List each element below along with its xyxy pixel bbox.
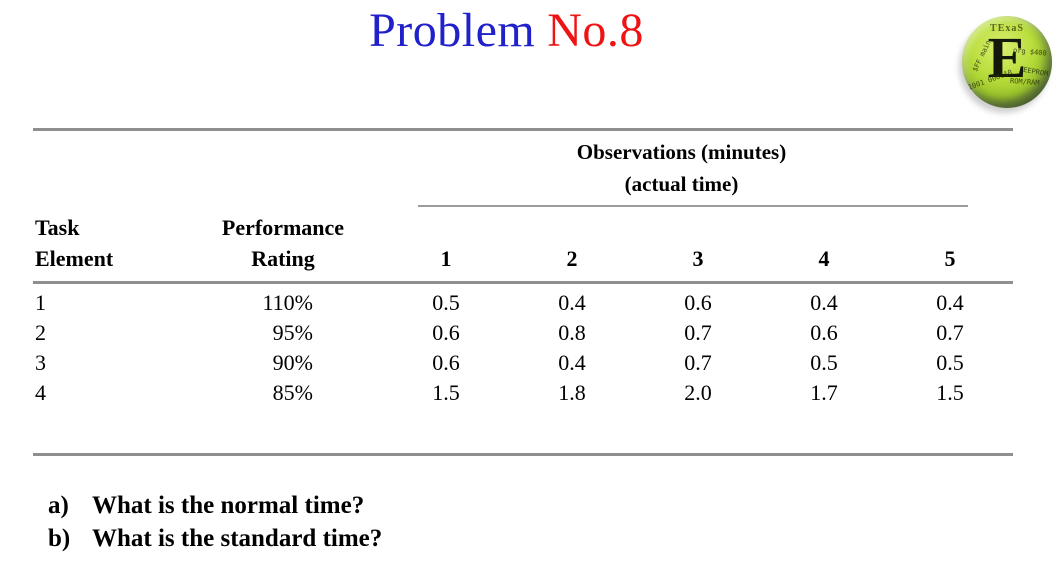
texas-logo-icon: TExaS E org $400 EEPROM ROM/RAM 1001 000… — [962, 16, 1052, 108]
column-header-task-element: Task Element — [33, 212, 183, 274]
cell-obs: 0.8 — [558, 320, 586, 345]
title-word-problem: Problem — [369, 4, 536, 57]
cell-rating: 85% — [272, 380, 313, 405]
cell-obs: 2.0 — [684, 380, 712, 405]
questions-list: a) What is the normal time? b) What is t… — [48, 489, 382, 555]
cell-rating: 95% — [272, 320, 313, 345]
table-row: 3 90% 0.6 0.4 0.7 0.5 0.5 — [33, 348, 1013, 378]
cell-obs: 0.6 — [432, 320, 460, 345]
question-a: a) What is the normal time? — [48, 489, 382, 522]
table-row: 4 85% 1.5 1.8 2.0 1.7 1.5 — [33, 378, 1013, 408]
header-task: Task — [35, 215, 80, 240]
cell-obs: 0.7 — [936, 320, 964, 345]
column-header-obs-3: 3 — [692, 246, 704, 271]
cell-obs: 0.6 — [684, 290, 712, 315]
cell-obs: 1.8 — [558, 380, 586, 405]
observations-header-line1: Observations (minutes) — [576, 140, 787, 164]
cell-obs: 0.6 — [810, 320, 838, 345]
table-header-rule — [33, 281, 1013, 284]
question-b-text: What is the standard time? — [92, 525, 383, 552]
cell-obs: 1.5 — [936, 380, 964, 405]
cell-obs: 0.4 — [936, 290, 964, 315]
header-element: Element — [35, 246, 114, 271]
column-header-obs-2: 2 — [566, 246, 578, 271]
observations-header: Observations (minutes) (actual time) — [383, 136, 980, 200]
cell-obs: 0.7 — [684, 320, 712, 345]
question-b-label: b) — [48, 525, 71, 552]
cell-obs: 0.4 — [558, 350, 586, 375]
cell-rating: 110% — [262, 290, 313, 315]
cell-obs: 0.5 — [936, 350, 964, 375]
table-bottom-rule — [33, 453, 1013, 456]
table-top-rule — [33, 128, 1013, 131]
column-header-performance-rating: Performance Rating — [183, 212, 383, 274]
observations-header-line2: (actual time) — [624, 172, 739, 196]
cell-obs: 0.4 — [558, 290, 586, 315]
cell-task: 4 — [35, 380, 46, 405]
cell-obs: 0.5 — [810, 350, 838, 375]
table-row: 2 95% 0.6 0.8 0.7 0.6 0.7 — [33, 318, 1013, 348]
table-header-row: Task Element Performance Rating 1 2 3 4 … — [33, 212, 1013, 274]
cell-obs: 0.4 — [810, 290, 838, 315]
cell-task: 2 — [35, 320, 46, 345]
column-header-obs-4: 4 — [818, 246, 830, 271]
question-b: b) What is the standard time? — [48, 522, 382, 555]
column-header-obs-1: 1 — [440, 246, 452, 271]
question-a-text: What is the normal time? — [92, 492, 365, 519]
logo-letter-e: E — [987, 25, 1027, 90]
cell-obs: 0.5 — [432, 290, 460, 315]
table-body: 1 110% 0.5 0.4 0.6 0.4 0.4 2 95% 0.6 0.8… — [33, 288, 1013, 408]
cell-rating: 90% — [272, 350, 313, 375]
observations-underline — [418, 205, 968, 207]
table-row: 1 110% 0.5 0.4 0.6 0.4 0.4 — [33, 288, 1013, 318]
question-a-label: a) — [48, 492, 69, 519]
header-rating: Rating — [251, 246, 315, 271]
cell-obs: 1.5 — [432, 380, 460, 405]
title-word-number: No.8 — [547, 4, 644, 57]
cell-task: 3 — [35, 350, 46, 375]
cell-obs: 1.7 — [810, 380, 838, 405]
cell-obs: 0.7 — [684, 350, 712, 375]
cell-obs: 0.6 — [432, 350, 460, 375]
header-performance: Performance — [221, 215, 345, 240]
cell-task: 1 — [35, 290, 46, 315]
page-title: Problem No.8 — [0, 0, 1013, 62]
column-header-obs-5: 5 — [944, 246, 956, 271]
logo-brand-text: TExaS — [990, 23, 1024, 34]
